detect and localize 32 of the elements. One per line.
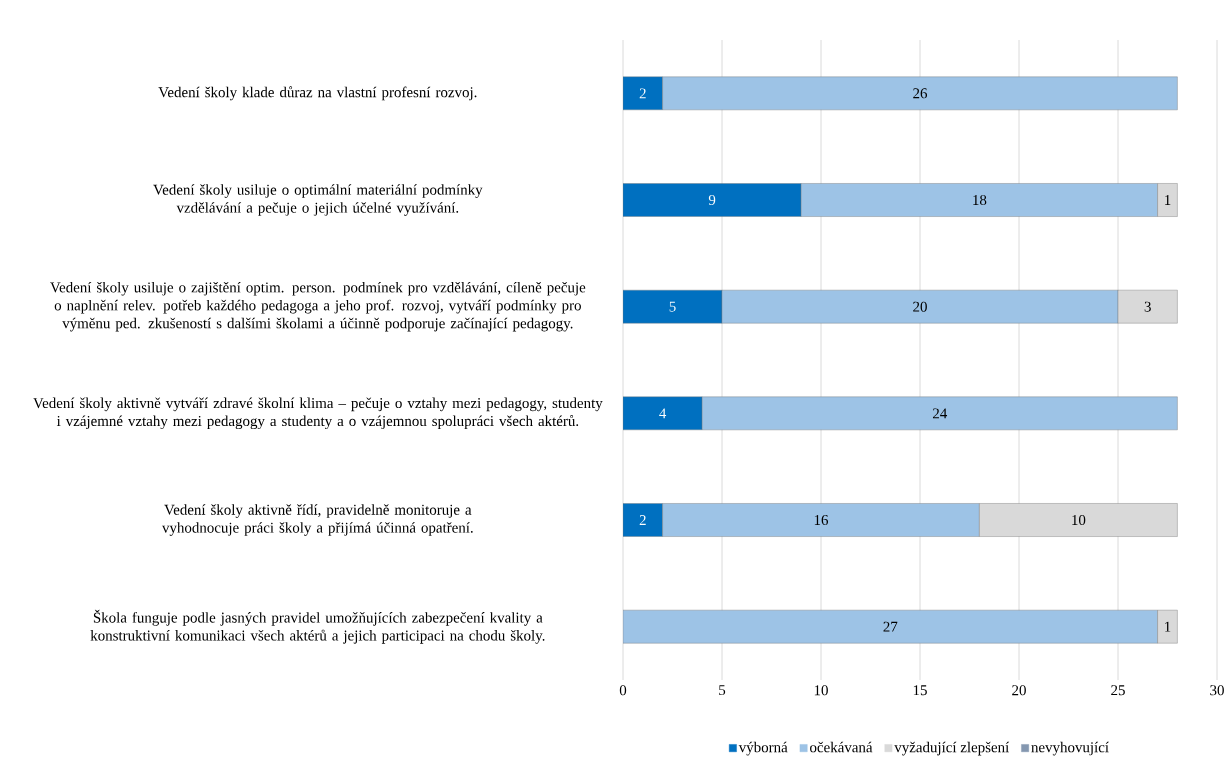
legend-label: výborná (738, 741, 788, 756)
y-tick-label: Vedení školy usiluje o optimální materiální podmínky vzdělávání a pečuje o jejich účelné využívání. (153, 184, 483, 216)
data-label: 1 (1165, 621, 1171, 632)
x-tick-label: 30 (1210, 685, 1224, 696)
data-label: 24 (932, 408, 948, 419)
data-label: 16 (814, 514, 829, 526)
data-label: 10 (1072, 514, 1086, 526)
y-tick-label: Vedení školy aktivně řídí, pravidelně monitoruje a vyhodnocuje práci školy a přijímá účinná opatření. (161, 504, 473, 536)
data-label: 9 (708, 194, 716, 206)
x-tick-label: 15 (913, 685, 927, 696)
data-label: 1 (1165, 195, 1171, 205)
data-label: 4 (659, 408, 667, 419)
x-tick-label: 0 (619, 685, 627, 696)
y-tick-label: Škola funguje podle jasných pravidel umožňujících zabezpečení kvality a konstruktivní komunikaci všech aktérů a jejich participaci na chodu školy. (90, 609, 545, 644)
legend-label: očekávaná (810, 741, 873, 753)
data-label: 18 (973, 194, 987, 206)
x-tick-label: 5 (719, 685, 726, 696)
y-tick-label: Vedení školy usiluje o zajištění optim. person. podmínek pro vzdělávání, cíleně pečuje o naplnění relev. potřeb každého pedagoga a jeho prof. rozvoj, vytváří podmínky pro výměnu ped. zkušeností s dalšími školami a účinně podporuje začínající pedagogy. (50, 281, 586, 332)
x-tick-label: 25 (1111, 685, 1125, 696)
data-label: 27 (883, 621, 898, 632)
data-label: 5 (669, 301, 676, 312)
legend-label: nevyhovující (1031, 741, 1109, 756)
data-label: 3 (1144, 301, 1151, 312)
x-tick-label: 20 (1012, 685, 1026, 696)
x-tick-label: 10 (814, 685, 828, 696)
data-label: 2 (639, 88, 646, 99)
data-label: 2 (639, 515, 646, 525)
y-tick-label: Vedení školy klade důraz na vlastní profesní rozvoj. (158, 86, 477, 101)
legend-label: vyžadující zlepšení (894, 741, 1010, 756)
y-tick-label: Vedení školy aktivně vytváří zdravé školní klima – pečuje o vztahy mezi pedagogy, studenty i vzájemné vztahy mezi pedagogy a studenty a o vzájemnou spolupráci všech aktérů. (33, 397, 603, 430)
data-label: 20 (913, 301, 927, 312)
data-label: 26 (913, 88, 928, 99)
